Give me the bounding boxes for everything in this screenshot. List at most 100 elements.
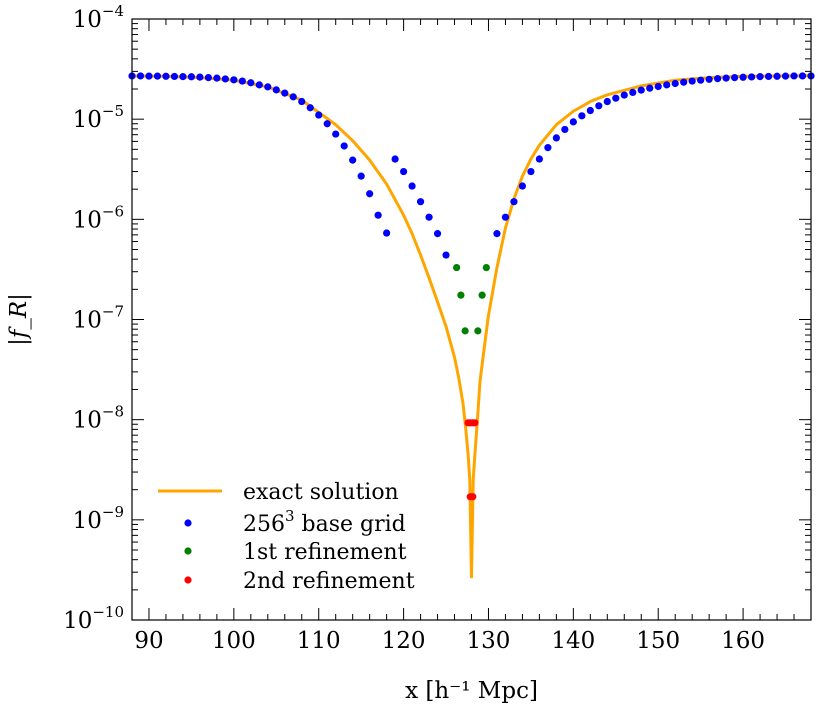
data-point-1st-refinement — [453, 263, 461, 272]
data-point-256-base-grid — [433, 230, 442, 238]
data-point-256-base-grid — [136, 72, 145, 80]
data-point-256-base-grid — [569, 118, 577, 126]
data-point-1st-refinement — [478, 291, 486, 299]
data-point-256-base-grid — [544, 144, 552, 152]
data-point-256-base-grid — [501, 213, 510, 221]
legend-marker — [184, 576, 192, 584]
data-point-256-base-grid — [493, 230, 501, 238]
y-tick-label: 10−5 — [73, 102, 124, 133]
data-point-256-base-grid — [654, 82, 662, 91]
data-point-256-base-grid — [170, 72, 179, 81]
x-tick-label: 120 — [382, 628, 426, 654]
y-tick-label: 10−4 — [73, 2, 124, 33]
data-point-256-base-grid — [781, 72, 790, 80]
plot-content — [128, 72, 815, 579]
data-point-256-base-grid — [357, 172, 365, 180]
legend-marker — [184, 547, 192, 555]
x-tick-label: 130 — [467, 628, 511, 654]
data-point-256-base-grid — [340, 142, 348, 150]
data-point-256-base-grid — [272, 86, 280, 94]
data-point-256-base-grid — [518, 182, 527, 190]
data-point-256-base-grid — [145, 72, 153, 80]
data-point-256-base-grid — [323, 120, 331, 128]
data-point-256-base-grid — [196, 73, 204, 81]
data-point-256-base-grid — [306, 104, 314, 112]
data-point-256-base-grid — [586, 106, 594, 115]
data-point-256-base-grid — [688, 77, 696, 85]
data-point-256-base-grid — [298, 97, 306, 106]
data-point-256-base-grid — [697, 76, 705, 84]
x-tick-label: 100 — [212, 628, 256, 654]
data-point-256-base-grid — [646, 84, 654, 92]
legend-entry-label: exact solution — [243, 480, 399, 505]
data-point-256-base-grid — [332, 130, 340, 138]
data-point-2nd-refinement — [469, 493, 477, 501]
data-point-256-base-grid — [510, 198, 518, 206]
data-point-256-base-grid — [714, 75, 722, 83]
data-point-256-base-grid — [408, 182, 416, 190]
data-point-256-base-grid — [578, 112, 586, 120]
data-point-256-base-grid — [221, 75, 229, 83]
data-point-256-base-grid — [773, 72, 781, 80]
data-point-1st-refinement — [457, 291, 465, 299]
x-tick-label: 150 — [636, 628, 680, 654]
data-point-256-base-grid — [629, 88, 637, 96]
y-tick-label: 10−8 — [73, 403, 124, 434]
data-point-256-base-grid — [671, 79, 679, 88]
data-point-256-base-grid — [238, 77, 246, 85]
data-point-256-base-grid — [680, 78, 688, 86]
y-tick-label: 10−7 — [73, 303, 124, 334]
data-point-256-base-grid — [400, 167, 408, 176]
y-tick-label: 10−9 — [73, 503, 124, 534]
x-tick-label: 160 — [721, 628, 765, 654]
data-point-256-base-grid — [383, 229, 391, 237]
data-point-256-base-grid — [705, 75, 713, 83]
data-point-256-base-grid — [247, 79, 255, 87]
data-point-256-base-grid — [552, 134, 560, 142]
data-point-256-base-grid — [349, 156, 357, 164]
legend-entry-label: 2563 base grid — [243, 507, 406, 537]
data-point-256-base-grid — [162, 72, 170, 80]
data-point-256-base-grid — [204, 74, 212, 82]
data-point-256-base-grid — [790, 72, 798, 80]
data-point-256-base-grid — [416, 198, 425, 206]
data-point-256-base-grid — [153, 72, 162, 80]
data-point-256-base-grid — [255, 81, 263, 89]
data-point-256-base-grid — [663, 81, 671, 89]
data-point-1st-refinement — [461, 327, 469, 335]
data-point-256-base-grid — [374, 211, 382, 219]
tick-labels: 90 100 110 120 130 140 150 160 10−10 10−9 10−8 10−7… — [63, 2, 765, 654]
data-point-1st-refinement — [482, 263, 490, 272]
data-point-256-base-grid — [535, 155, 544, 163]
data-point-256-base-grid — [595, 102, 603, 110]
data-point-256-base-grid — [264, 83, 272, 91]
legend-entry-label: 1st refinement — [243, 540, 407, 565]
data-point-256-base-grid — [603, 97, 611, 106]
exact-solution-line — [131, 74, 812, 579]
data-point-256-base-grid — [739, 73, 747, 81]
data-point-256-base-grid — [620, 91, 628, 99]
data-point-256-base-grid — [637, 86, 645, 94]
legend-entry-label: 2nd refinement — [243, 569, 415, 594]
data-point-256-base-grid — [230, 76, 238, 84]
y-tick-label: 10−6 — [73, 202, 124, 233]
data-point-256-base-grid — [289, 93, 297, 101]
data-point-256-base-grid — [179, 73, 187, 81]
data-point-1st-refinement — [474, 327, 482, 335]
data-point-256-base-grid — [612, 94, 620, 102]
data-point-256-base-grid — [187, 73, 196, 81]
data-point-256-base-grid — [315, 111, 323, 119]
data-point-256-base-grid — [425, 213, 433, 221]
data-point-256-base-grid — [281, 89, 289, 97]
data-point-256-base-grid — [731, 74, 739, 82]
data-point-256-base-grid — [764, 72, 773, 81]
axis-ticks — [131, 18, 812, 621]
data-point-256-base-grid — [527, 167, 535, 176]
data-point-256-base-grid — [798, 72, 807, 80]
legend-marker — [184, 519, 192, 527]
y-tick-label: 10−10 — [63, 603, 124, 634]
data-point-256-base-grid — [366, 190, 374, 198]
data-point-256-base-grid — [561, 125, 569, 134]
